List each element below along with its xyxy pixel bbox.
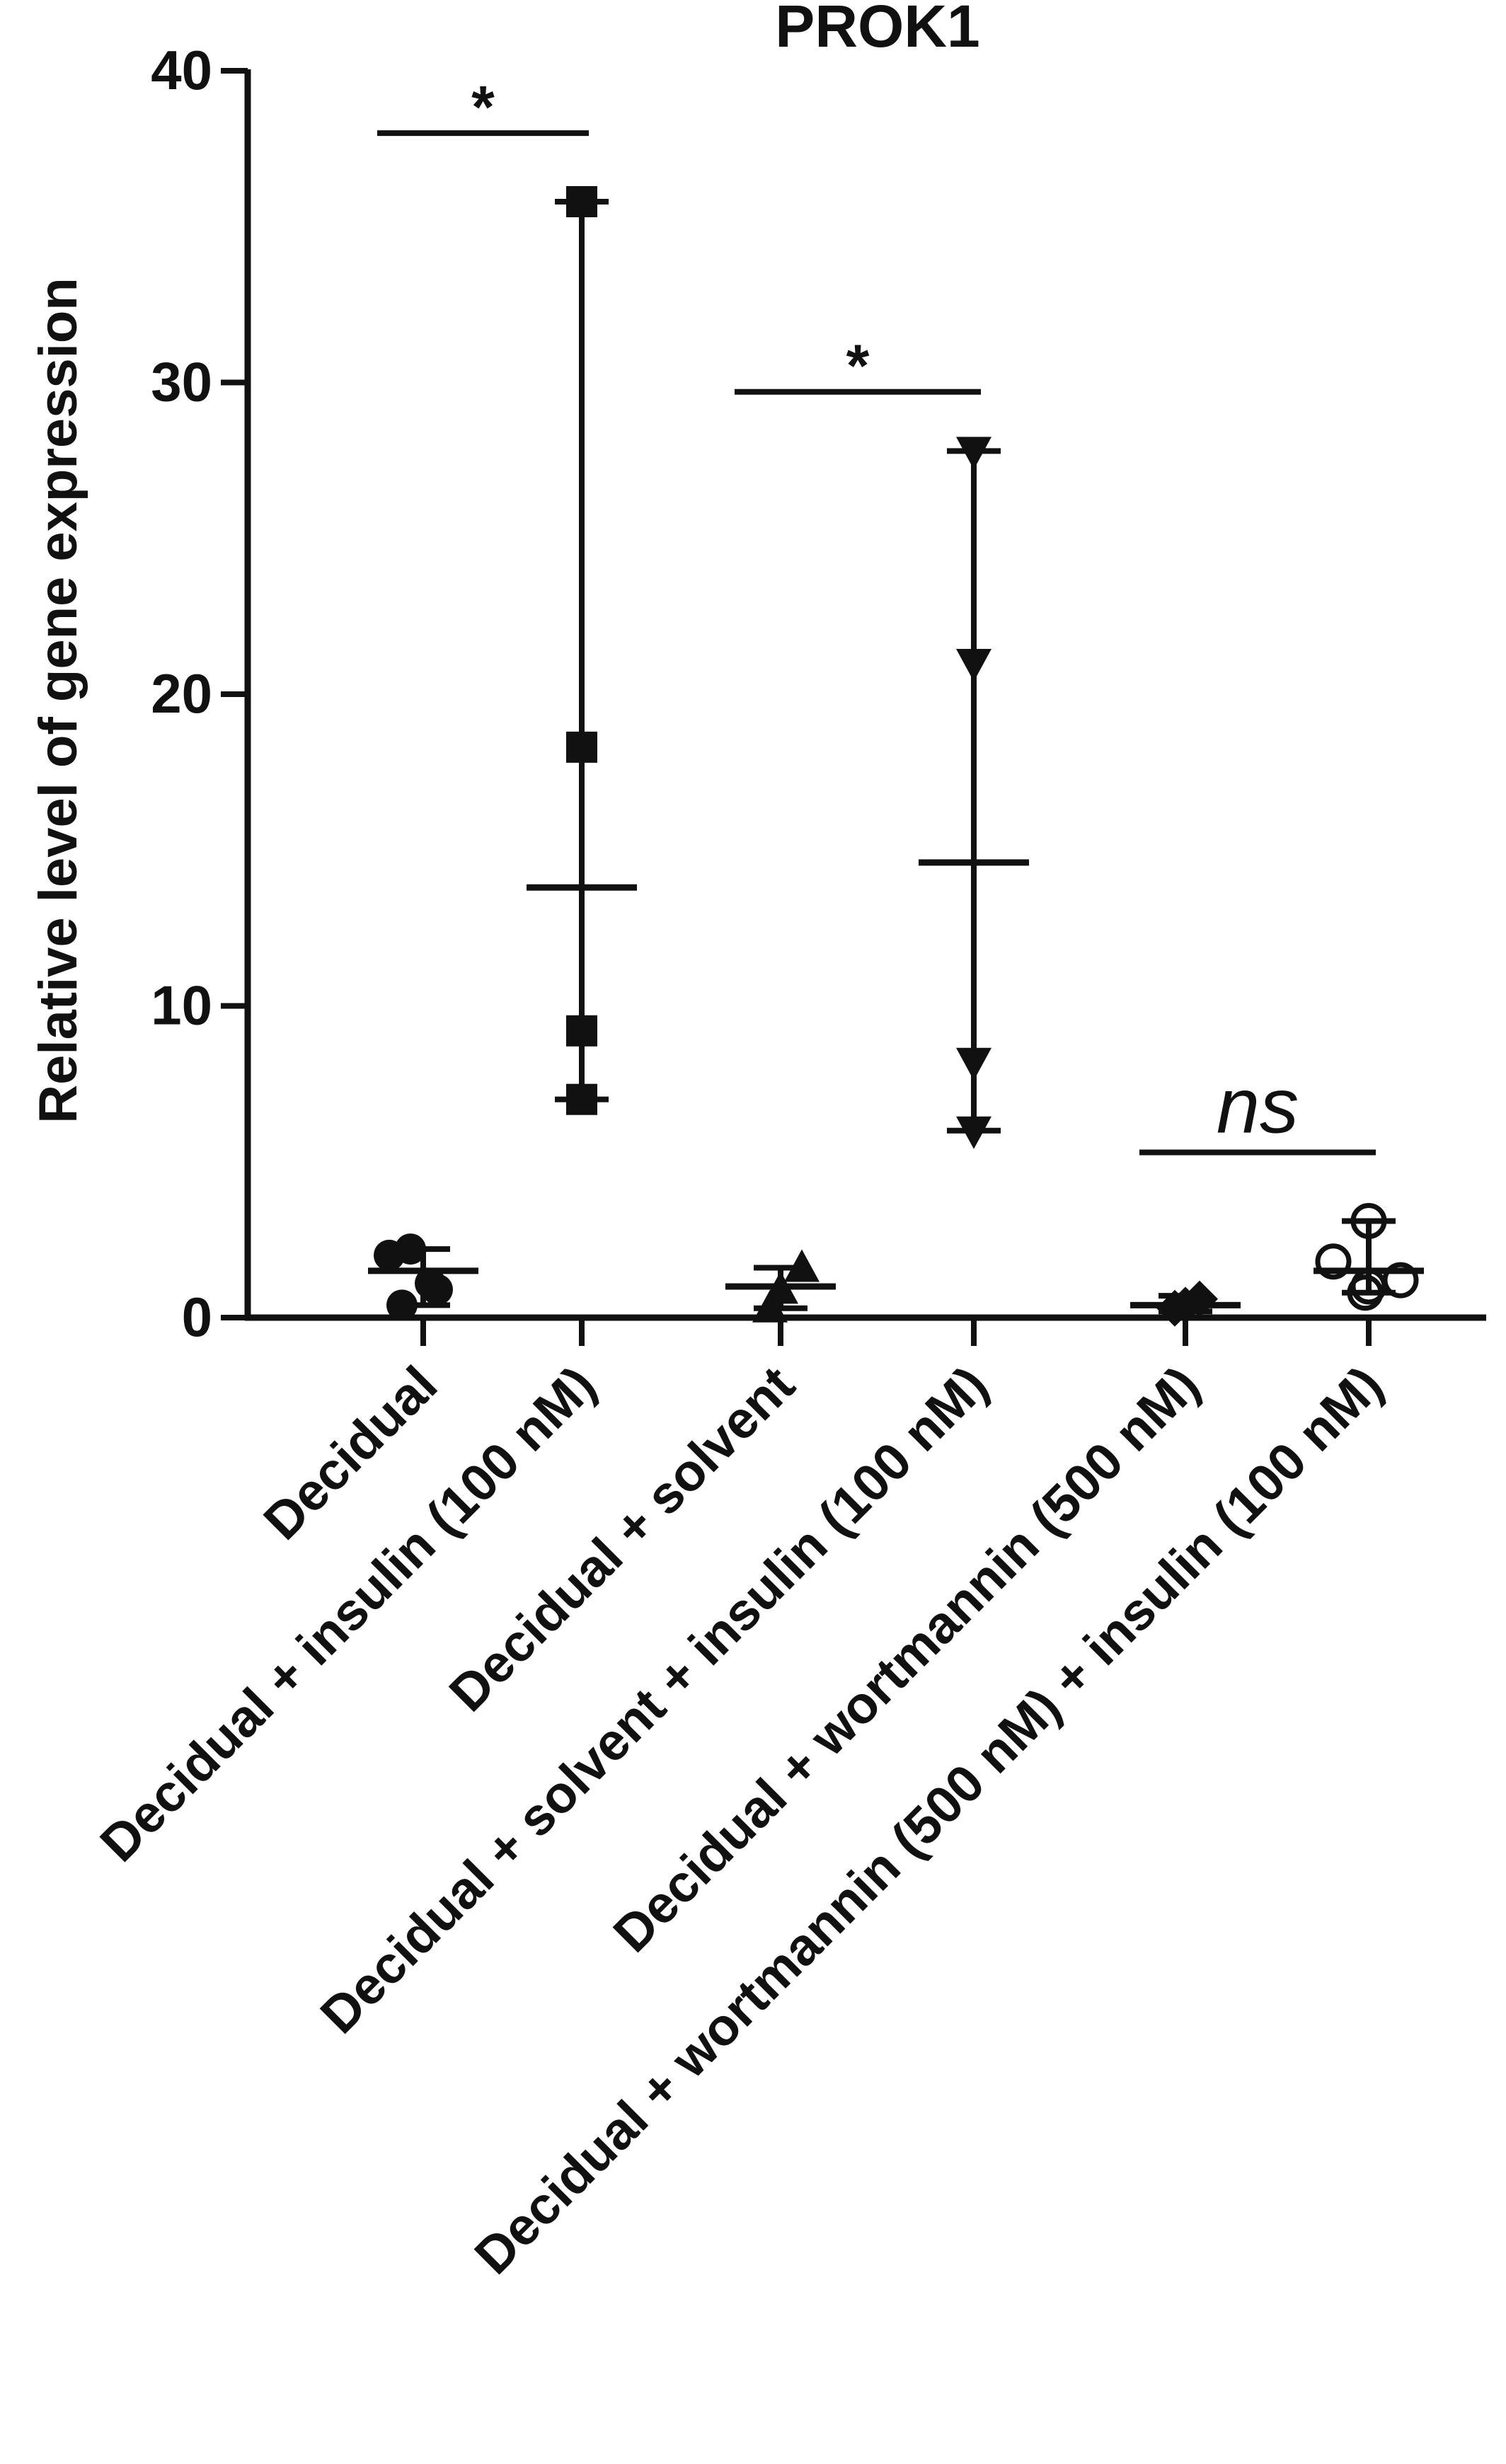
- y-tick-label: 30: [151, 351, 212, 413]
- data-point: [956, 1047, 991, 1081]
- data-point: [763, 1271, 798, 1304]
- x-tick-label: Decidual + solvent: [438, 1355, 806, 1723]
- data-group: [527, 186, 637, 1115]
- data-point: [956, 1116, 991, 1149]
- data-group: [1130, 1280, 1241, 1327]
- data-group: [919, 437, 1029, 1149]
- data-point: [566, 186, 597, 218]
- data-groups: [368, 186, 1424, 1327]
- significance-label: *: [471, 74, 495, 140]
- data-point: [956, 648, 991, 681]
- data-point: [1350, 1202, 1387, 1239]
- data-point: [415, 1267, 446, 1299]
- y-tick-label: 20: [151, 662, 212, 725]
- data-group: [725, 1249, 836, 1323]
- y-tick-label: 0: [182, 1286, 212, 1348]
- significance-label: *: [846, 333, 870, 399]
- chart-title: PROK1: [775, 0, 979, 59]
- data-point: [1347, 1274, 1384, 1311]
- data-point: [1167, 1286, 1204, 1324]
- data-point: [1315, 1243, 1352, 1280]
- axes: [244, 69, 1486, 1321]
- significance-annotations: * * ns: [377, 74, 1376, 1156]
- data-point: [566, 731, 597, 763]
- data-point: [566, 1015, 597, 1047]
- data-point: [374, 1239, 405, 1271]
- y-axis-label: Relative level of gene expression: [28, 277, 88, 1123]
- y-ticks: 0 10 20 30 40: [151, 39, 248, 1348]
- y-tick-label: 10: [151, 974, 212, 1037]
- significance-label: ns: [1217, 1063, 1299, 1150]
- x-tick-label: Decidual + wortmannin (500 nM) + insulin…: [464, 1355, 1394, 2286]
- data-point: [956, 437, 991, 470]
- data-group: [368, 1233, 478, 1321]
- data-point: [386, 1289, 418, 1321]
- data-group: [1314, 1202, 1424, 1311]
- data-point: [752, 1289, 788, 1323]
- y-tick-label: 40: [151, 39, 212, 101]
- data-point: [566, 1083, 597, 1115]
- data-point: [784, 1249, 820, 1282]
